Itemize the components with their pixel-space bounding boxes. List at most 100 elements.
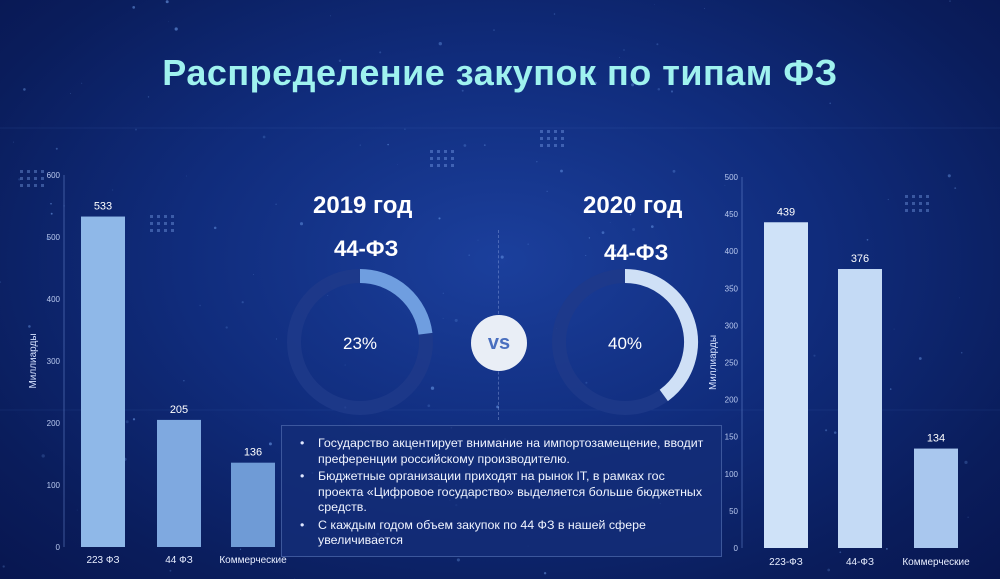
bg-dot [338,59,342,62]
y-tick-label: 450 [725,210,739,219]
bg-dot [387,143,389,146]
x-category-label: 223-ФЗ [769,557,803,568]
bg-dot [55,147,58,150]
x-category-label: 44-ФЗ [846,557,874,568]
bg-dot [468,254,471,257]
donut-percent-label: 40% [608,334,642,353]
bg-dot [12,141,14,143]
bg-dot [866,238,869,241]
bg-grid-dot [444,150,447,153]
bar-value-label: 533 [94,201,112,213]
bar [157,419,201,547]
bg-grid-dot [547,137,550,140]
bg-grid-dot [171,222,174,225]
bg-dot [23,88,26,91]
bg-grid-dot [171,229,174,232]
bg-dot [76,509,78,511]
y-tick-label: 200 [47,419,61,428]
bg-grid-dot [150,215,153,218]
bar [764,222,808,548]
bg-dot [500,255,504,259]
bg-grid-dot [905,195,908,198]
bg-dot [623,49,625,51]
y-tick-label: 500 [47,233,61,242]
bg-dot [275,338,277,340]
y-tick-label: 150 [725,433,739,442]
y-tick-label: 300 [725,321,739,330]
bg-dot [132,418,136,421]
y-tick-label: 0 [734,544,739,553]
bg-grid-dot [150,222,153,225]
bg-grid-dot [430,157,433,160]
donut-2020-law: 44-ФЗ [604,240,669,265]
bg-dot [456,558,460,562]
bg-dot [790,78,792,80]
bg-dot [654,4,655,5]
bg-grid-dot [20,170,23,173]
bg-grid-dot [561,137,564,140]
bg-dot [183,380,185,382]
bar-value-label: 136 [244,447,262,459]
bg-grid-dot [157,215,160,218]
donut-arc [624,269,698,402]
bg-dot [112,189,114,191]
bg-dot [266,553,268,555]
bg-grid-dot [157,222,160,225]
bg-dot [174,27,178,31]
bg-dot [169,569,172,572]
bg-grid-dot [905,202,908,205]
bg-dot [28,325,31,328]
bg-dot [546,190,548,192]
bg-dot [886,548,888,550]
bg-dot [454,318,458,322]
bg-dot [135,128,137,131]
bg-dot [442,292,444,294]
bg-dot [275,203,277,205]
bg-grid-dot [919,195,922,198]
bg-dot [344,364,346,366]
bg-dot [46,237,49,240]
bg-dot [225,326,228,329]
bg-dot [629,213,632,216]
info-bullet: С каждым годом объем закупок по 44 ФЗ в … [298,518,707,549]
bg-dot [70,93,71,94]
info-bullet: Государство акцентирует внимание на импо… [298,436,707,467]
x-category-label: Коммерческие [902,557,970,568]
y-tick-label: 600 [47,171,61,180]
bg-grid-dot [444,164,447,167]
bg-dot [147,96,150,98]
bg-dot [619,57,621,59]
bg-dot [379,51,382,54]
bg-grid-dot [41,177,44,180]
x-category-label: 223 ФЗ [86,555,119,566]
bg-grid-dot [437,150,440,153]
bg-dot [125,420,129,424]
bg-grid-dot [547,130,550,133]
bg-grid-dot [41,170,44,173]
bg-dot [543,572,547,575]
bg-dot [299,222,304,226]
bg-dot [536,160,538,163]
bg-dot [887,198,889,201]
bar-value-label: 205 [170,404,188,416]
bg-dot [168,21,170,23]
bg-grid-dot [547,144,550,147]
bg-dot [327,295,329,296]
bg-grid-dot [27,184,30,187]
bg-dot [496,405,499,409]
bg-dot [262,135,266,139]
bg-grid-dot [41,184,44,187]
bg-dot [949,0,951,2]
bg-dot [132,6,136,9]
bg-dot [631,83,635,87]
bg-dot [967,516,969,518]
bg-dot [397,164,398,165]
bar-value-label: 134 [927,433,945,445]
bg-grid-dot [444,157,447,160]
bg-dot [199,304,201,307]
bar [914,448,958,548]
bg-dot [670,90,674,93]
y-tick-label: 200 [725,396,739,405]
bg-dot [50,202,52,205]
bg-dot [438,42,442,46]
